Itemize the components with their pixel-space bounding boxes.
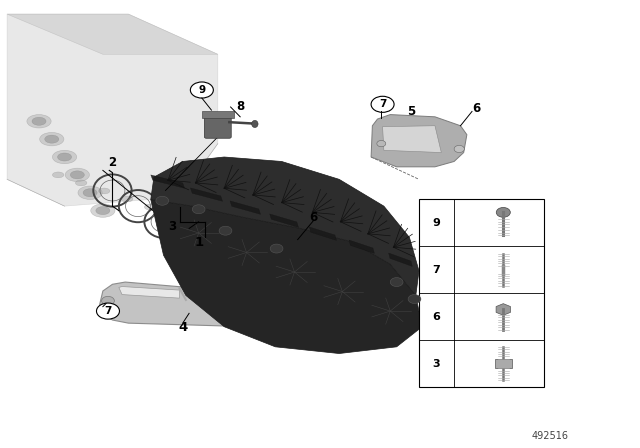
Circle shape [190,82,213,98]
Circle shape [390,278,403,287]
Polygon shape [309,227,337,241]
Text: 492516: 492516 [531,431,568,441]
Text: 6: 6 [310,211,317,224]
Circle shape [156,196,169,205]
Polygon shape [269,214,298,227]
Circle shape [408,295,421,303]
Circle shape [102,296,115,305]
FancyBboxPatch shape [495,359,511,368]
Text: 3: 3 [433,358,440,369]
Bar [419,199,543,387]
Polygon shape [383,126,442,152]
Ellipse shape [52,151,77,164]
Bar [202,111,234,118]
Ellipse shape [78,186,102,199]
Text: 9: 9 [433,218,440,228]
Circle shape [219,226,232,235]
Ellipse shape [145,204,156,210]
Polygon shape [151,199,422,353]
Polygon shape [119,287,179,298]
FancyBboxPatch shape [204,114,231,138]
Polygon shape [230,201,260,214]
Ellipse shape [122,196,133,202]
Polygon shape [7,14,218,54]
Ellipse shape [70,171,84,179]
Text: 7: 7 [433,265,440,275]
Text: 2: 2 [108,156,116,169]
Polygon shape [100,282,282,327]
Polygon shape [191,188,223,201]
Text: 9: 9 [198,85,205,95]
Ellipse shape [83,189,97,197]
Ellipse shape [40,133,64,146]
Ellipse shape [76,180,87,186]
Circle shape [371,96,394,112]
Circle shape [454,146,465,152]
Ellipse shape [52,172,64,178]
Polygon shape [388,253,412,267]
Text: 3: 3 [168,220,176,233]
Circle shape [270,244,283,253]
Text: 7: 7 [379,99,387,109]
Ellipse shape [45,135,59,143]
Ellipse shape [58,153,72,161]
Text: 7: 7 [104,306,111,316]
Ellipse shape [91,204,115,217]
Circle shape [496,207,510,217]
Ellipse shape [252,121,258,128]
Text: 8: 8 [236,100,244,113]
Text: 5: 5 [407,105,415,118]
Circle shape [377,141,386,147]
Ellipse shape [32,117,46,125]
Polygon shape [151,157,419,296]
Text: 1: 1 [194,236,204,249]
Polygon shape [151,175,184,188]
Polygon shape [7,14,218,206]
Circle shape [192,205,205,214]
Circle shape [97,303,120,319]
Ellipse shape [99,188,110,194]
Circle shape [262,308,275,317]
Ellipse shape [65,168,90,181]
Text: 4: 4 [178,321,188,334]
Ellipse shape [27,115,51,128]
Polygon shape [186,291,266,303]
Ellipse shape [96,207,110,215]
Text: 6: 6 [433,312,440,322]
Polygon shape [371,115,467,167]
Text: 6: 6 [472,102,481,115]
Polygon shape [349,240,374,254]
